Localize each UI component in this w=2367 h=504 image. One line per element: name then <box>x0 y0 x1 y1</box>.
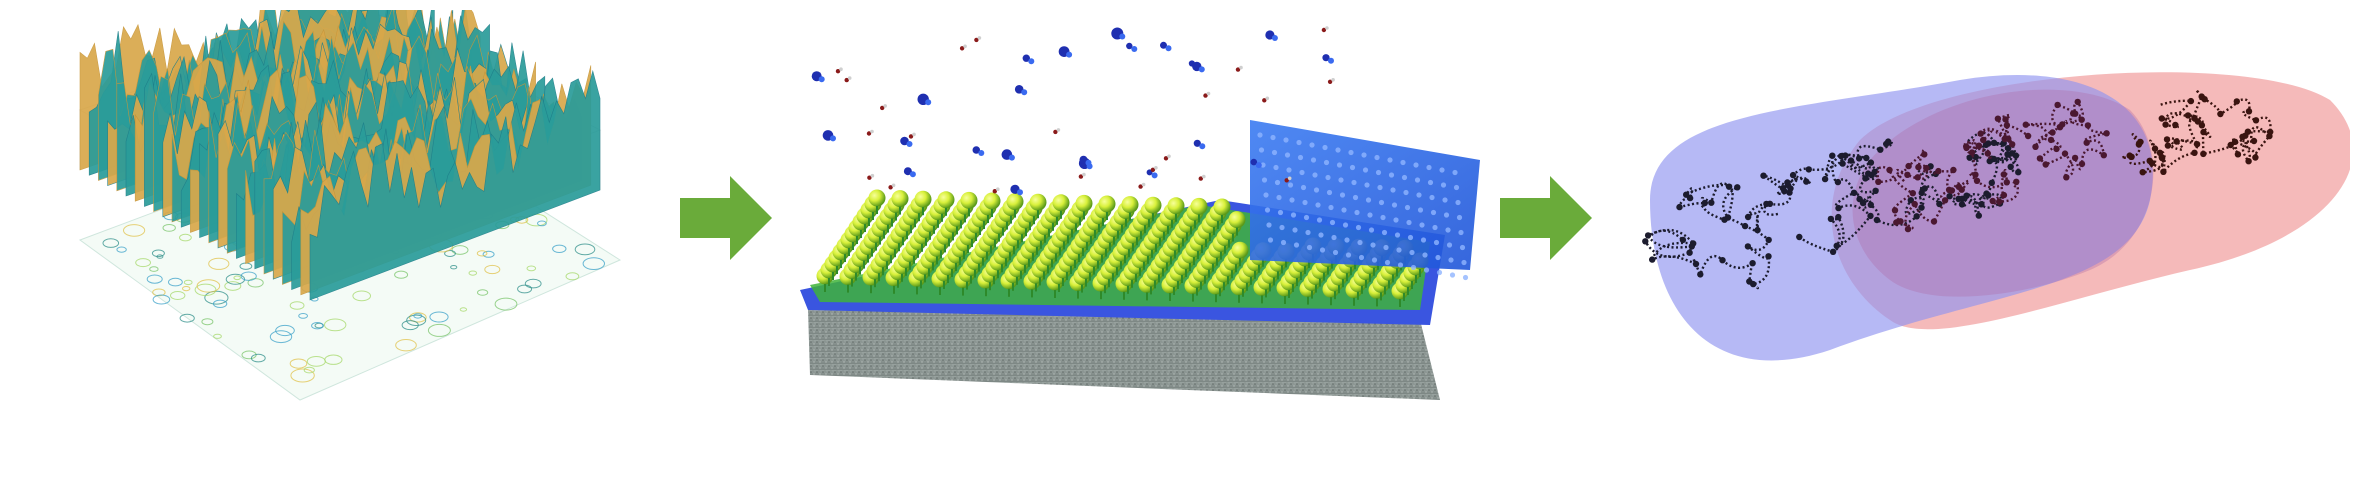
molecular-deposition-icon <box>800 26 1480 400</box>
concrete-substrate <box>808 310 1440 400</box>
right-arrow-icon <box>1500 176 1600 260</box>
rough-surface-3d-plot-icon <box>78 10 622 401</box>
polymer-chain-blobs <box>1630 50 2350 390</box>
blue-blob <box>1650 75 2153 361</box>
right-arrow-icon <box>680 176 780 260</box>
blue-plate <box>1250 120 1480 270</box>
rough-surface-plot <box>40 10 640 410</box>
molecular-deposition-scene <box>780 10 1480 410</box>
polymer-chain-icon <box>1642 72 2350 361</box>
